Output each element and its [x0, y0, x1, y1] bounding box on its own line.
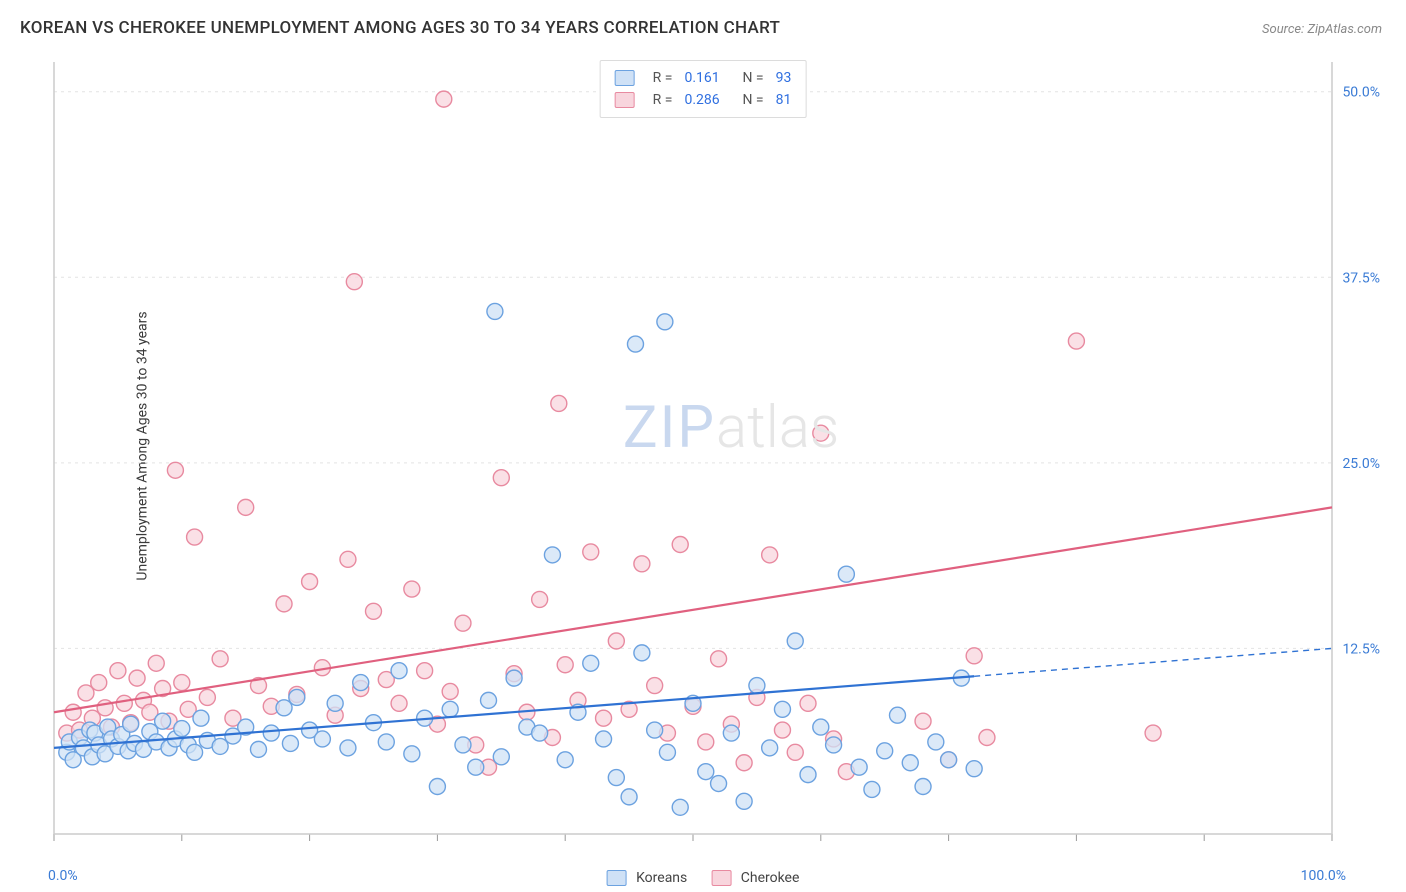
legend-swatch-cherokee-bottom: [711, 870, 731, 886]
legend-row-koreans: R = 0.161 N = 93: [615, 67, 792, 89]
legend-swatch-koreans: [615, 70, 635, 86]
legend-row-cherokee: R = 0.286 N = 81: [615, 89, 792, 111]
x-axis-min-label: 0.0%: [48, 868, 78, 884]
r-label-koreans: R =: [653, 67, 673, 89]
legend-label-cherokee: Cherokee: [741, 870, 800, 886]
svg-text:12.5%: 12.5%: [1342, 641, 1380, 657]
n-value-cherokee: 81: [776, 89, 792, 111]
r-value-cherokee: 0.286: [684, 89, 730, 111]
n-label-cherokee: N =: [742, 89, 763, 111]
source-attribution: Source: ZipAtlas.com: [1262, 22, 1382, 37]
r-value-koreans: 0.161: [684, 67, 730, 89]
source-label: Source:: [1262, 22, 1304, 37]
legend-swatch-koreans-bottom: [607, 870, 627, 886]
scatter-chart-svg: 12.5% 25.0% 37.5% 50.0%: [48, 58, 1392, 852]
legend-item-koreans: Koreans: [607, 870, 688, 886]
svg-text:25.0%: 25.0%: [1342, 456, 1380, 472]
x-axis-max-label: 100.0%: [1301, 868, 1346, 884]
legend-label-koreans: Koreans: [636, 870, 687, 886]
svg-text:50.0%: 50.0%: [1342, 85, 1380, 101]
r-label-cherokee: R =: [653, 89, 673, 111]
n-value-koreans: 93: [776, 67, 792, 89]
source-value: ZipAtlas.com: [1307, 22, 1382, 37]
svg-text:37.5%: 37.5%: [1342, 270, 1380, 286]
legend-swatch-cherokee: [615, 92, 635, 108]
series-legend: Koreans Cherokee: [607, 870, 800, 886]
correlation-legend: R = 0.161 N = 93 R = 0.286 N = 81: [600, 60, 807, 118]
chart-title: KOREAN VS CHEROKEE UNEMPLOYMENT AMONG AG…: [20, 18, 780, 38]
legend-item-cherokee: Cherokee: [711, 870, 799, 886]
n-label-koreans: N =: [742, 67, 763, 89]
chart-area: 12.5% 25.0% 37.5% 50.0%: [48, 58, 1392, 852]
